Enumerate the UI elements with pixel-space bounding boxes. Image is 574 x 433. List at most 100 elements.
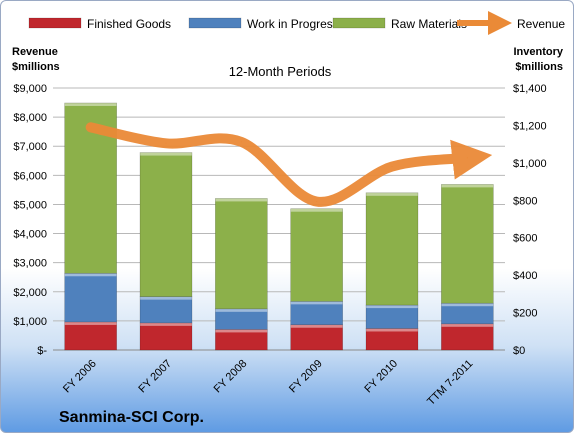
left-tick-label: $3,000 [13, 258, 47, 270]
bar-segment-finished-goods [64, 321, 117, 351]
x-tick-label: FY 2007 [136, 358, 174, 396]
right-tick-label: $600 [513, 233, 537, 245]
bar-outline [290, 208, 343, 302]
bar-segment-finished-goods [365, 328, 419, 351]
bar-rect [366, 328, 418, 350]
bar-segment-raw-materials [290, 208, 343, 302]
revenue-point [165, 142, 167, 144]
bar-highlight [140, 322, 192, 326]
revenue-point [240, 141, 242, 143]
bars [64, 102, 494, 351]
bar-rect [140, 322, 192, 350]
bar-segment-raw-materials [441, 184, 494, 304]
left-tick-label: $8,000 [13, 112, 47, 124]
bar-outline [215, 198, 268, 310]
bar-highlight [64, 273, 117, 277]
x-axis-ticks: FY 2006 FY 2007 FY 2008 FY 2009 FY 2010 TTM 7… [61, 358, 475, 408]
gridlines [53, 87, 505, 351]
bar-rect [366, 192, 418, 306]
revenue-point [466, 157, 468, 159]
left-tick-label: $7,000 [13, 141, 47, 153]
bar-highlight [441, 323, 494, 327]
bar-segment-raw-materials [215, 198, 268, 310]
left-tick-label: $- [37, 345, 47, 357]
legend-label: Finished Goods [87, 17, 171, 31]
revenue-point [90, 126, 92, 128]
bar-highlight [290, 301, 343, 305]
bar-rect [64, 321, 117, 350]
left-axis-ticks: $- $1,000 $2,000 $3,000 $4,000 $5,000 $6,000 $7… [13, 83, 47, 357]
bar-rect [366, 305, 418, 329]
bar-outline [365, 192, 419, 306]
bar-outline [64, 102, 117, 274]
left-tick-label: $4,000 [13, 229, 47, 241]
revenue-point [316, 201, 318, 203]
left-tick-label: $9,000 [13, 83, 47, 95]
bar-highlight [215, 308, 268, 312]
bar-segment-work-in-progress [290, 301, 343, 326]
bar-rect [441, 303, 494, 324]
bar-highlight [441, 184, 494, 188]
right-tick-label: $400 [513, 270, 537, 282]
revenue-line [85, 122, 493, 207]
legend-swatch [332, 17, 386, 29]
right-tick-label: $1,400 [513, 83, 547, 95]
legend-item-revenue: Revenue [457, 11, 565, 35]
right-tick-label: $1,000 [513, 158, 547, 170]
bar-segment-work-in-progress [139, 296, 193, 324]
bar-highlight [441, 303, 494, 307]
left-tick-label: $5,000 [13, 199, 47, 211]
company-name: Sanmina-SCI Corp. [59, 409, 204, 426]
legend-swatch [28, 17, 82, 29]
bar-rect [140, 296, 192, 323]
legend-label: Raw Materials [391, 17, 467, 31]
bar-highlight [366, 328, 418, 332]
right-axis-title-line2: $millions [515, 61, 563, 73]
legend-swatch [188, 17, 242, 29]
bar-outline [139, 152, 193, 297]
left-axis-title-line1: Revenue [12, 46, 58, 58]
bar-segment-finished-goods [139, 322, 193, 351]
bar-rect [215, 198, 268, 309]
bar-segment-work-in-progress [365, 304, 419, 329]
legend-item-finished-goods: Finished Goods [28, 17, 171, 31]
bar-segment-finished-goods [441, 323, 494, 351]
revenue-line-layer [85, 122, 493, 207]
left-axis-title-line2: $millions [12, 61, 60, 73]
bar-highlight [366, 305, 418, 309]
bar-highlight [290, 324, 343, 328]
x-tick-label: TTM 7-2011 [425, 358, 475, 408]
x-tick-label: FY 2006 [61, 358, 99, 396]
bar-highlight [366, 192, 418, 196]
bar-highlight [64, 102, 117, 106]
bar-rect [290, 324, 343, 350]
revenue-point [391, 166, 393, 168]
bar-segment-raw-materials [365, 192, 419, 306]
right-axis-ticks: $0 $200 $400 $600 $800 $1,000 $1,200 $1,400 [513, 83, 547, 357]
legend-label: Work in Progress [247, 17, 339, 31]
left-tick-label: $1,000 [13, 316, 47, 328]
right-axis-title-line1: Inventory [513, 46, 563, 58]
bar-highlight [64, 321, 117, 325]
bar-rect [140, 152, 192, 297]
bar-highlight [215, 329, 268, 333]
bar-highlight [140, 152, 192, 156]
bar-segment-work-in-progress [441, 302, 494, 325]
bar-segment-work-in-progress [64, 272, 117, 323]
bar-outline [441, 184, 494, 304]
left-tick-label: $6,000 [13, 170, 47, 182]
bar-outline [290, 301, 343, 326]
bar-rect [64, 273, 117, 322]
bar-rect [215, 308, 268, 330]
legend: Finished Goods Work in Progress Raw Materi… [28, 11, 565, 35]
bar-segment-raw-materials [139, 152, 193, 297]
bar-highlight [215, 198, 268, 202]
x-tick-label: FY 2008 [212, 358, 250, 396]
bar-highlight [290, 208, 343, 212]
x-tick-label: FY 2010 [362, 358, 400, 396]
legend-label: Revenue [517, 17, 565, 31]
bar-rect [290, 208, 343, 302]
bar-highlight [140, 296, 192, 300]
